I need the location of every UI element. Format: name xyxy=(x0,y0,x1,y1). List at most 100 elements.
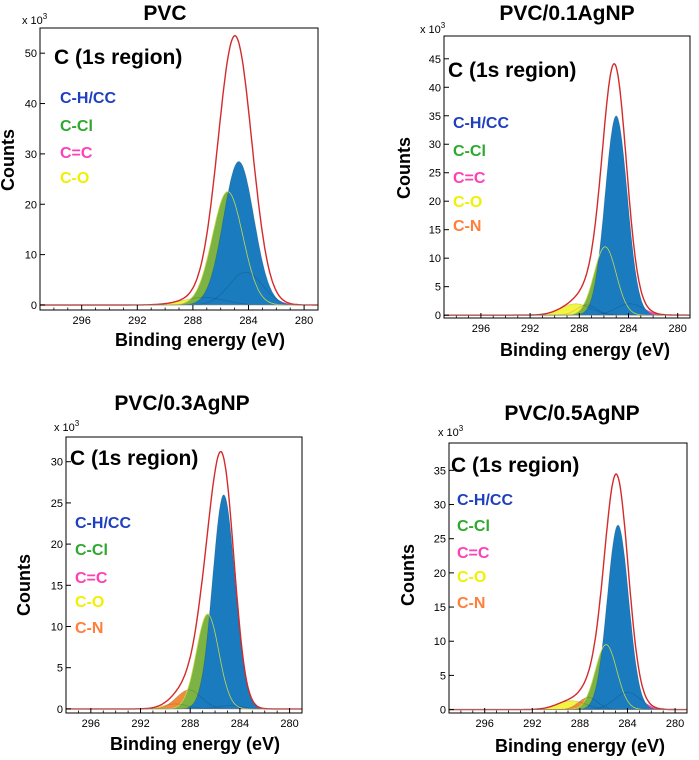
x-tick-label: 292 xyxy=(128,315,146,327)
region-label: C (1s region) xyxy=(70,447,198,470)
y-tick-label: 40 xyxy=(25,99,37,111)
component-peak-co xyxy=(449,700,687,710)
x-tick-label: 296 xyxy=(472,323,490,335)
x-tick-label: 280 xyxy=(295,315,313,327)
plot-area xyxy=(444,62,690,316)
region-label: C (1s region) xyxy=(448,59,576,82)
y-tick-label: 5 xyxy=(57,663,63,675)
legend-item: C-O xyxy=(453,194,482,211)
panel-pvc-0-1agnp: PVC/0.1AgNP Counts Binding energy (eV) x… xyxy=(394,2,691,360)
y-tick-label: 30 xyxy=(25,149,37,161)
multiplier-text: x 10 xyxy=(438,427,459,439)
y-tick-label: 10 xyxy=(51,621,63,633)
legend: C-H/CC C-Cl C=C C-O xyxy=(60,90,116,187)
legend-item: C-O xyxy=(60,170,89,187)
legend-item: C-Cl xyxy=(60,118,93,135)
x-tick-label: 288 xyxy=(571,718,589,730)
component-peak-co xyxy=(40,297,318,305)
y-tick-label: 35 xyxy=(434,465,446,477)
x-tick-label: 288 xyxy=(570,323,588,335)
multiplier-text: x 10 xyxy=(54,422,75,434)
x-axis-label: Binding energy (eV) xyxy=(495,736,665,756)
legend-item: C=C xyxy=(75,570,108,587)
legend-item: C-N xyxy=(457,595,485,612)
y-tick-label: 0 xyxy=(440,705,446,717)
y-tick-label: 5 xyxy=(435,282,441,294)
legend-item: C=C xyxy=(457,545,490,562)
y-tick-label: 20 xyxy=(51,539,63,551)
y-tick-label: 30 xyxy=(434,500,446,512)
plot-clip-group xyxy=(40,34,318,306)
panel-title: PVC/0.3AgNP xyxy=(114,392,249,415)
x-tick-label: 284 xyxy=(619,323,637,335)
plot-area xyxy=(40,34,318,306)
panel-title: PVC/0.1AgNP xyxy=(499,2,634,25)
component-peak-ccl xyxy=(40,191,318,305)
plot-frame xyxy=(65,436,303,714)
y-tick-label: 5 xyxy=(440,670,446,682)
y-multiplier: x 103 xyxy=(54,419,80,434)
multiplier-text: x 10 xyxy=(420,24,441,36)
legend: C-H/CC C-Cl C=C C-O C-N xyxy=(457,492,513,612)
envelope-line xyxy=(449,473,687,711)
y-tick-label: 20 xyxy=(429,196,441,208)
y-axis-label: Counts xyxy=(0,129,18,191)
x-axis-label: Binding energy (eV) xyxy=(115,330,285,350)
multiplier-exponent: 3 xyxy=(75,419,80,428)
plot-clip-group xyxy=(66,451,302,710)
y-multiplier: x 103 xyxy=(420,21,446,36)
component-peak-ch xyxy=(449,525,687,710)
legend-item: C=C xyxy=(453,170,486,187)
y-tick-label: 0 xyxy=(57,704,63,716)
legend-item: C-H/CC xyxy=(457,492,513,509)
y-axis-label: Counts xyxy=(398,544,418,606)
multiplier-text: x 10 xyxy=(22,15,43,27)
plot-frame xyxy=(39,27,319,311)
y-axis-label: Counts xyxy=(394,137,414,199)
component-peak-ccl xyxy=(444,246,690,316)
region-label: C (1s region) xyxy=(54,46,182,69)
y-tick-label: 20 xyxy=(434,568,446,580)
x-tick-label: 288 xyxy=(181,718,199,730)
legend-item: C-Cl xyxy=(457,518,490,535)
x-axis-label: Binding energy (eV) xyxy=(110,734,280,754)
x-tick-label: 284 xyxy=(239,315,257,327)
x-tick-label: 280 xyxy=(669,323,687,335)
legend-item: C-O xyxy=(75,594,104,611)
y-tick-label: 30 xyxy=(429,139,441,151)
y-tick-label: 20 xyxy=(25,199,37,211)
panel-pvc: PVC Counts Binding energy (eV) x 103 C (… xyxy=(0,2,319,350)
y-tick-label: 35 xyxy=(429,111,441,123)
plot-area xyxy=(66,451,302,710)
x-tick-label: 296 xyxy=(476,718,494,730)
y-tick-label: 10 xyxy=(429,253,441,265)
y-tick-label: 15 xyxy=(434,602,446,614)
y-tick-label: 50 xyxy=(25,48,37,60)
x-tick-label: 280 xyxy=(280,718,298,730)
y-tick-label: 10 xyxy=(434,636,446,648)
component-outline-ccl xyxy=(444,246,690,316)
legend-item: C-H/CC xyxy=(75,515,131,532)
legend: C-H/CC C-Cl C=C C-O C-N xyxy=(75,515,131,637)
y-tick-label: 45 xyxy=(429,54,441,66)
y-tick-label: 25 xyxy=(429,168,441,180)
component-peak-ch xyxy=(40,161,318,305)
y-tick-label: 40 xyxy=(429,82,441,94)
multiplier-exponent: 3 xyxy=(459,424,464,433)
legend-item: C-N xyxy=(75,620,103,637)
legend: C-H/CC C-Cl C=C C-O C-N xyxy=(453,115,509,235)
y-tick-label: 0 xyxy=(435,310,441,322)
envelope-line xyxy=(444,62,690,316)
y-axis-label: Counts xyxy=(14,554,34,616)
legend-item: C-Cl xyxy=(453,143,486,160)
panel-title: PVC/0.5AgNP xyxy=(504,402,639,425)
x-tick-label: 284 xyxy=(231,718,249,730)
legend-item: C-H/CC xyxy=(60,90,116,107)
plot-area xyxy=(449,473,687,711)
x-tick-label: 284 xyxy=(618,718,636,730)
x-axis-label: Binding energy (eV) xyxy=(500,340,670,360)
y-tick-label: 25 xyxy=(51,498,63,510)
multiplier-exponent: 3 xyxy=(43,12,48,21)
x-tick-label: 296 xyxy=(73,315,91,327)
